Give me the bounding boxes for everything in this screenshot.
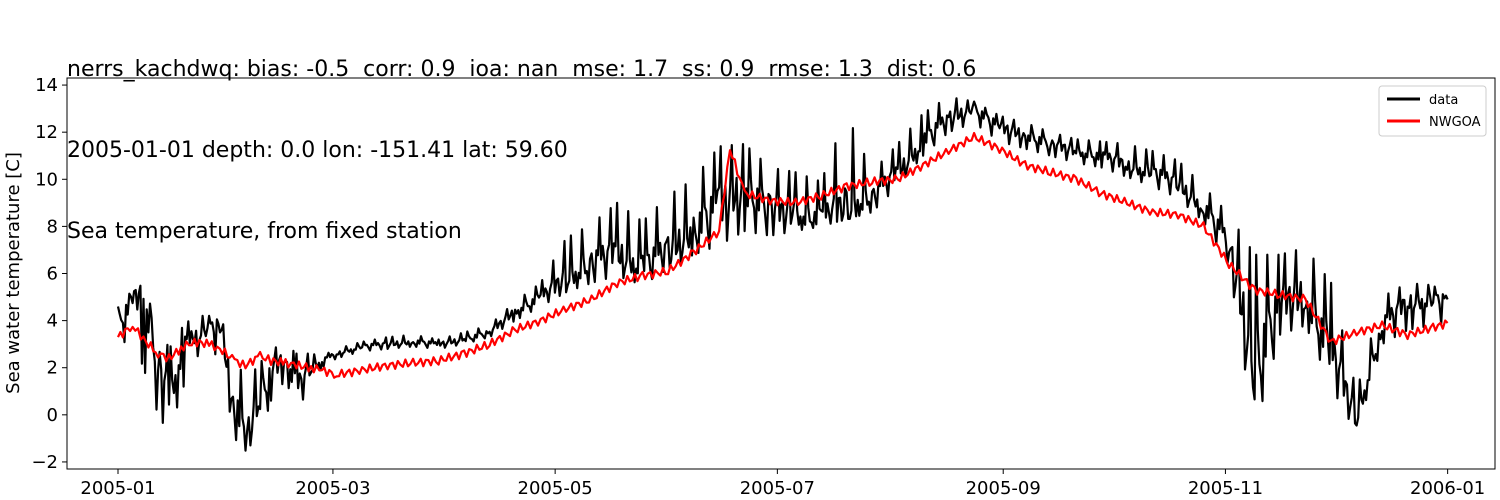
plot-series-group [116,97,1449,452]
y-tick-label: 12 [35,122,58,143]
y-tick-label: 8 [47,216,58,237]
x-axis: 2005-01 2005-03 2005-05 2005-07 2005-09 2005-… [80,469,1485,499]
x-tick-label: 2005-07 [740,478,815,499]
y-tick-label: 4 [47,311,58,332]
x-tick-label: 2005-09 [966,478,1041,499]
y-tick-label: 10 [35,169,58,190]
x-tick-label: 2005-01 [80,478,155,499]
x-tick-label: 2005-05 [518,478,593,499]
series-line-data [116,97,1449,452]
legend-label-data: data [1429,93,1458,108]
y-axis-label: Sea water temperature [C] [3,152,24,394]
y-tick-label: 2 [47,358,58,379]
legend-label-nwgoa: NWGOA [1429,115,1481,130]
chart-title-description: Sea temperature, from fixed station [67,219,462,244]
axes-frame [66,77,1496,470]
y-axis: −2 0 2 4 6 8 10 12 14 [31,75,67,473]
y-tick-label: 6 [47,264,58,285]
x-tick-label: 2005-03 [295,478,370,499]
chart-title-location: 2005-01-01 depth: 0.0 lon: -151.41 lat: … [67,138,568,163]
y-tick-label: 0 [47,405,58,426]
x-tick-label: 2005-11 [1188,478,1263,499]
y-tick-label: −2 [31,452,58,473]
legend: data NWGOA [1378,85,1487,137]
x-tick-label: 2006-01 [1410,478,1485,499]
y-tick-label: 14 [35,75,58,96]
series-line-nwgoa [117,131,1449,379]
